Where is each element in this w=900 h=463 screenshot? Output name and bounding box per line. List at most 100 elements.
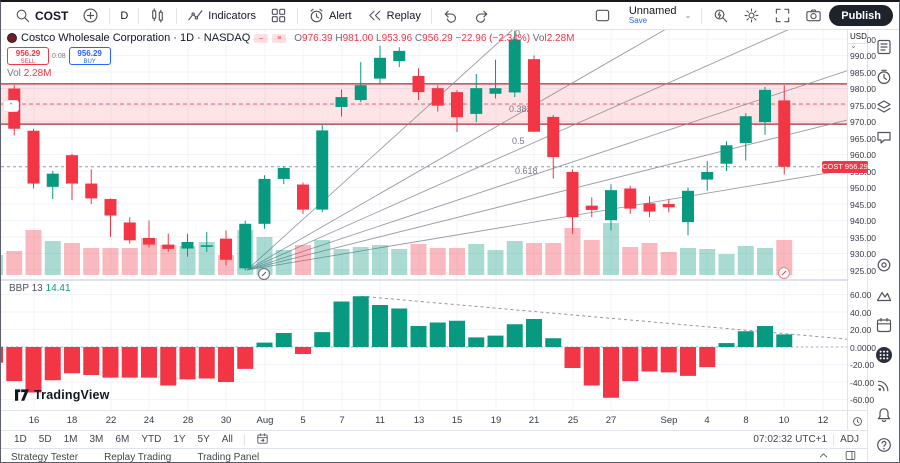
- divider: [243, 433, 245, 446]
- time-label: 13: [413, 415, 425, 426]
- layout-select-button[interactable]: [587, 4, 618, 28]
- redo-button[interactable]: [466, 4, 497, 28]
- notifications-bell-icon: [877, 408, 890, 423]
- tab-replay-trading[interactable]: Replay Trading: [104, 451, 172, 463]
- symbol-add-button[interactable]: [75, 4, 106, 28]
- buy-button[interactable]: 956.29 BUY: [68, 47, 111, 65]
- time-label: 16: [28, 415, 40, 426]
- price-label: 930.00: [850, 249, 876, 259]
- range-6m-button[interactable]: 6M: [115, 434, 130, 445]
- settings-button[interactable]: [736, 4, 767, 28]
- price-scale[interactable]: USD ⌄ COST 956.29 995.00990.00985.00980.…: [822, 30, 876, 410]
- ohlc-values: O976.39 H981.00 L953.96 C956.29 −22.96 (…: [294, 32, 575, 44]
- tab-strategy-tester[interactable]: Strategy Tester: [11, 451, 79, 463]
- divider: [701, 7, 703, 24]
- watchlist-button[interactable]: [871, 34, 897, 60]
- range-5d-button[interactable]: 5D: [38, 434, 52, 445]
- range-5y-button[interactable]: 5Y: [197, 434, 210, 445]
- time-label: 30: [220, 415, 232, 426]
- replay-icon: [368, 10, 380, 21]
- screenshot-button[interactable]: [798, 4, 829, 28]
- indicators-button[interactable]: Indicators: [180, 4, 263, 28]
- time-axis[interactable]: 16 18 22 24 28 30 Aug 5 7 11 13 15 19 21 25 27 Sep 4 8 10 12: [1, 410, 867, 431]
- calendar-icon: [876, 317, 891, 333]
- help-icon: [876, 438, 891, 452]
- price-label: 980.00: [850, 84, 876, 94]
- expand-panel-button[interactable]: [844, 449, 857, 463]
- quick-search-button[interactable]: [705, 4, 736, 28]
- timezone-clock-icon[interactable]: [847, 411, 867, 431]
- legend-hide-button[interactable]: –: [254, 33, 269, 43]
- chart-canvas[interactable]: 0 0.382 0.5 0.618: [1, 30, 847, 410]
- price-label: 985.00: [850, 67, 876, 78]
- time-label: 7: [339, 415, 345, 426]
- indicator-templates-button[interactable]: [263, 4, 294, 28]
- alert-button[interactable]: Alert: [301, 4, 359, 28]
- target-icon: [877, 258, 890, 272]
- replay-button[interactable]: Replay: [359, 4, 428, 28]
- notifications-bell-button[interactable]: [871, 402, 897, 428]
- range-1y-button[interactable]: 1Y: [173, 434, 186, 445]
- time-label: 21: [528, 415, 540, 426]
- time-label: 27: [605, 415, 617, 426]
- range-all-button[interactable]: All: [221, 434, 233, 445]
- goto-date-button[interactable]: [251, 431, 274, 449]
- price-label: 940.00: [850, 216, 876, 226]
- layout-name-button[interactable]: Unnamed Save ⌄: [628, 4, 692, 25]
- help-button[interactable]: [871, 432, 897, 458]
- symbol-title[interactable]: Costco Wholesale Corporation · 1D · NASD…: [21, 32, 251, 44]
- time-label: 22: [105, 415, 117, 426]
- time-label: 24: [143, 415, 155, 426]
- tradingview-watermark[interactable]: TradingView: [15, 388, 110, 402]
- alerts-clock-button[interactable]: [871, 64, 897, 90]
- top-toolbar: COST D Indicators Alert Replay Unnamed Save ⌄ P…: [1, 2, 899, 30]
- gear-icon: [744, 8, 759, 23]
- time-label: 28: [182, 415, 194, 426]
- range-1m-button[interactable]: 1M: [63, 434, 78, 445]
- axis-clock-icon: [853, 416, 862, 426]
- layers-button[interactable]: [871, 94, 897, 120]
- streams-rss-button[interactable]: [871, 372, 897, 398]
- svg-text:0.5: 0.5: [512, 136, 525, 146]
- apps-grid-button[interactable]: [871, 342, 897, 368]
- bbp-legend[interactable]: BBP 13 14.41: [9, 283, 71, 294]
- calendar-button[interactable]: [871, 312, 897, 338]
- currency-selector[interactable]: USD ⌄: [848, 30, 867, 50]
- symbol-search-button[interactable]: COST: [7, 4, 75, 28]
- range-1d-button[interactable]: 1D: [14, 434, 27, 445]
- apps-grid-icon: [875, 347, 892, 363]
- layout-icon: [595, 9, 610, 22]
- pane-collapse-button[interactable]: ⌃: [3, 100, 19, 112]
- publish-button[interactable]: Publish: [829, 5, 893, 26]
- clock-time[interactable]: 07:02:32 UTC+1: [753, 434, 828, 445]
- price-label: 975.00: [850, 100, 876, 111]
- sell-button[interactable]: 956.29 SELL: [7, 47, 49, 65]
- ideas-mountain-button[interactable]: [871, 282, 897, 308]
- indicator-scale-label: 20.00: [850, 325, 872, 335]
- interval-button[interactable]: D: [120, 9, 129, 22]
- fullscreen-button[interactable]: [767, 4, 798, 28]
- bottom-tabs-bar: Strategy Tester Replay Trading Trading Pan…: [1, 448, 867, 463]
- tradingview-logo-icon: [15, 388, 29, 401]
- chart-type-button[interactable]: [142, 4, 173, 28]
- undo-icon: [444, 10, 456, 23]
- indicator-scale-label: -40.00: [850, 377, 875, 388]
- spread-value: 0.08: [52, 52, 66, 60]
- range-3m-button[interactable]: 3M: [89, 434, 104, 445]
- chevron-up-icon: [819, 453, 828, 458]
- range-ytd-button[interactable]: YTD: [141, 434, 162, 445]
- indicator-scale-label: 0.0000: [850, 342, 876, 353]
- grid-layout-icon: [271, 8, 286, 23]
- price-label: 945.00: [850, 199, 876, 210]
- plus-circle-icon: [83, 8, 98, 23]
- alarm-icon: [310, 8, 323, 23]
- undo-button[interactable]: [435, 4, 466, 28]
- time-label: Sep: [660, 415, 678, 426]
- chevron-up-button[interactable]: [817, 449, 830, 463]
- expand-panel-icon: [845, 451, 856, 460]
- tab-trading-panel[interactable]: Trading Panel: [197, 451, 260, 463]
- adjusted-data-toggle[interactable]: ADJ: [840, 434, 859, 445]
- chat-button[interactable]: [871, 124, 897, 150]
- target-button[interactable]: [871, 252, 897, 278]
- legend-menu-button[interactable]: ≡: [272, 33, 287, 43]
